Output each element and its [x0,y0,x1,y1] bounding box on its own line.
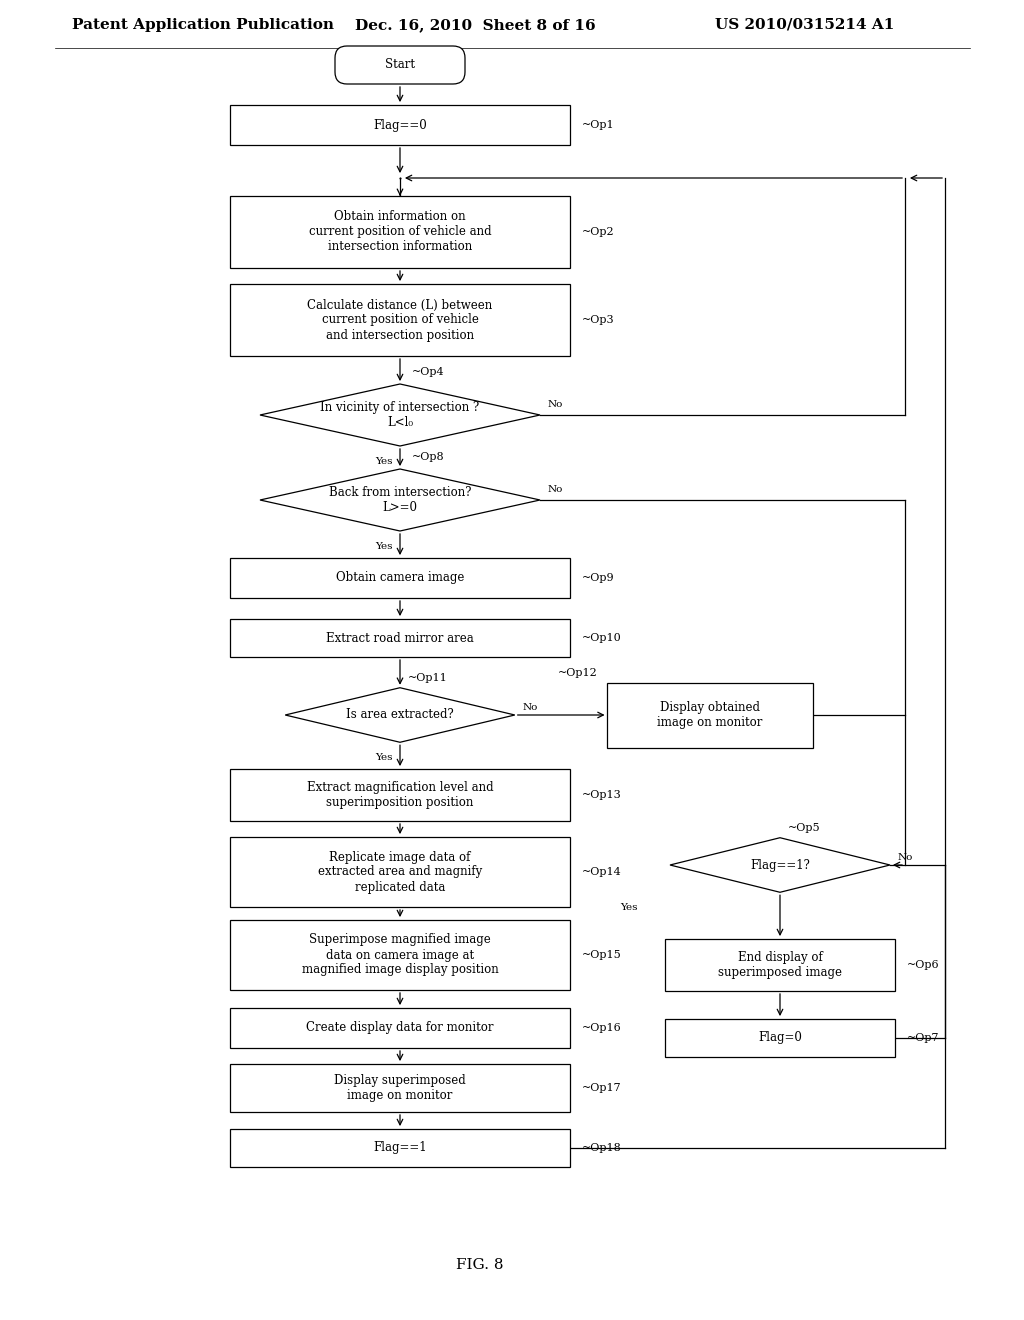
Text: ~Op12: ~Op12 [557,668,597,677]
Text: Yes: Yes [375,754,392,762]
Text: ~Op6: ~Op6 [907,960,940,970]
Text: ~Op1: ~Op1 [582,120,614,129]
Text: Flag==0: Flag==0 [373,119,427,132]
Text: Dec. 16, 2010  Sheet 8 of 16: Dec. 16, 2010 Sheet 8 of 16 [355,18,596,32]
Text: ~Op13: ~Op13 [582,789,622,800]
Text: Extract road mirror area: Extract road mirror area [326,631,474,644]
Bar [230,558,570,598]
Text: Flag==1?: Flag==1? [750,858,810,871]
Text: No: No [523,704,539,711]
Text: ~Op3: ~Op3 [582,315,614,325]
Bar [230,1129,570,1167]
Text: End display of
superimposed image: End display of superimposed image [718,950,842,979]
Bar [230,770,570,821]
Text: Yes: Yes [375,543,392,550]
Text: Display superimposed
image on monitor: Display superimposed image on monitor [334,1074,466,1102]
Text: Flag=0: Flag=0 [758,1031,802,1044]
Bar [230,837,570,907]
Text: Back from intersection?
L>=0: Back from intersection? L>=0 [329,486,471,513]
Polygon shape [670,838,890,892]
Bar [230,106,570,145]
Text: ~Op4: ~Op4 [412,367,444,378]
Text: Display obtained
image on monitor: Display obtained image on monitor [657,701,763,729]
Bar [230,920,570,990]
Text: ~Op7: ~Op7 [907,1034,939,1043]
Text: ~Op10: ~Op10 [582,634,622,643]
Text: US 2010/0315214 A1: US 2010/0315214 A1 [715,18,894,32]
Text: No: No [898,853,913,862]
Text: Yes: Yes [375,457,392,466]
Text: ~Op18: ~Op18 [582,1143,622,1152]
Text: ~Op16: ~Op16 [582,1023,622,1034]
Polygon shape [260,469,540,531]
Text: Extract magnification level and
superimposition position: Extract magnification level and superimp… [306,781,494,809]
Text: Flag==1: Flag==1 [373,1142,427,1155]
Text: No: No [548,400,563,409]
Text: ~Op11: ~Op11 [408,673,447,682]
Text: In vicinity of intersection ?
L<l₀: In vicinity of intersection ? L<l₀ [321,401,479,429]
Text: Superimpose magnified image
data on camera image at
magnified image display posi: Superimpose magnified image data on came… [302,933,499,977]
Bar [665,939,895,991]
Bar [230,1064,570,1111]
Text: FIG. 8: FIG. 8 [457,1258,504,1272]
Bar [607,682,812,747]
Bar [230,1008,570,1048]
Text: ~Op9: ~Op9 [582,573,614,583]
Polygon shape [286,688,515,742]
Text: Start: Start [385,58,415,71]
Text: ~Op2: ~Op2 [582,227,614,238]
Bar [230,619,570,657]
Bar [665,1019,895,1057]
Text: Obtain camera image: Obtain camera image [336,572,464,585]
Bar [230,195,570,268]
Polygon shape [260,384,540,446]
Text: ~Op5: ~Op5 [788,822,820,833]
Text: Replicate image data of
extracted area and magnify
replicated data: Replicate image data of extracted area a… [317,850,482,894]
Bar [230,284,570,356]
Text: ~Op14: ~Op14 [582,867,622,876]
Text: Obtain information on
current position of vehicle and
intersection information: Obtain information on current position o… [308,210,492,253]
Text: ~Op8: ~Op8 [412,451,444,462]
Text: Create display data for monitor: Create display data for monitor [306,1022,494,1035]
Text: ~Op15: ~Op15 [582,950,622,960]
Text: No: No [548,484,563,494]
FancyBboxPatch shape [335,46,465,84]
Text: Patent Application Publication: Patent Application Publication [72,18,334,32]
Text: Calculate distance (L) between
current position of vehicle
and intersection posi: Calculate distance (L) between current p… [307,298,493,342]
Text: Is area extracted?: Is area extracted? [346,709,454,722]
Text: ~Op17: ~Op17 [582,1082,622,1093]
Text: Yes: Yes [620,903,638,912]
